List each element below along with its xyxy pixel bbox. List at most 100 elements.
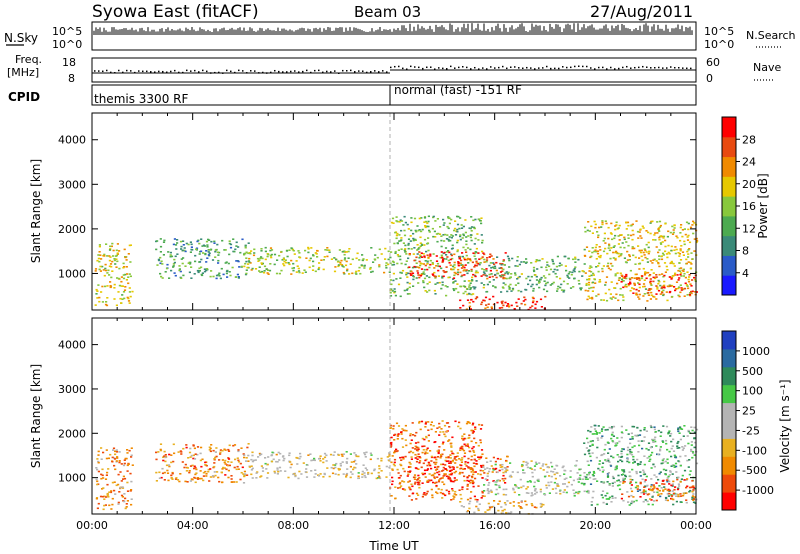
- heatmap-cell: [277, 470, 280, 473]
- heatmap-cell: [495, 481, 498, 483]
- heatmap-cell: [444, 464, 447, 466]
- heatmap-cell: [105, 243, 108, 245]
- heatmap-cell: [638, 231, 641, 233]
- heatmap-cell: [434, 236, 437, 238]
- heatmap-cell: [666, 499, 669, 502]
- heatmap-cell: [450, 480, 453, 483]
- heatmap-cell: [114, 450, 117, 453]
- nave-dot: [238, 69, 240, 72]
- heatmap-cell: [430, 479, 433, 482]
- heatmap-cell: [563, 289, 566, 292]
- heatmap-cell: [529, 467, 532, 469]
- x-tick-label: 00:00: [76, 519, 108, 532]
- heatmap-cell: [591, 440, 594, 442]
- heatmap-cell: [609, 257, 612, 260]
- heatmap-cell: [412, 476, 416, 479]
- heatmap-cell: [488, 468, 491, 470]
- heatmap-cell: [124, 273, 127, 276]
- heatmap-cell: [428, 266, 431, 269]
- heatmap-cell: [389, 424, 392, 427]
- heatmap-cell: [681, 269, 684, 272]
- heatmap-cell: [577, 491, 580, 493]
- heatmap-cell: [609, 465, 613, 467]
- heatmap-cell: [660, 431, 663, 434]
- heatmap-cell: [471, 475, 474, 478]
- heatmap-cell: [661, 440, 664, 442]
- heatmap-cell: [671, 225, 674, 228]
- heatmap-cell: [655, 298, 658, 300]
- heatmap-cell: [450, 473, 453, 476]
- heatmap-cell: [550, 481, 553, 483]
- heatmap-cell: [504, 272, 507, 275]
- heatmap-cell: [480, 466, 483, 468]
- heatmap-cell: [172, 460, 175, 463]
- heatmap-cell: [113, 259, 116, 262]
- heatmap-cell: [405, 429, 408, 432]
- heatmap-cell: [357, 270, 360, 272]
- heatmap-cell: [399, 481, 402, 484]
- heatmap-cell: [291, 248, 294, 251]
- heatmap-cell: [430, 455, 433, 458]
- heatmap-cell: [511, 471, 514, 473]
- heatmap-cell: [216, 243, 219, 246]
- heatmap-cell: [180, 248, 183, 250]
- heatmap-cell: [417, 474, 420, 477]
- heatmap-cell: [443, 473, 446, 475]
- heatmap-cell: [525, 461, 528, 463]
- heatmap-cell: [665, 497, 668, 499]
- heatmap-cell: [516, 256, 519, 258]
- heatmap-cell: [192, 444, 195, 446]
- heatmap-cell: [462, 246, 465, 249]
- heatmap-cell: [691, 480, 694, 482]
- heatmap-cell: [162, 254, 165, 256]
- heatmap-cell: [614, 259, 617, 261]
- heatmap-cell: [531, 296, 534, 299]
- heatmap-cell: [658, 230, 661, 232]
- heatmap-cell: [389, 426, 392, 429]
- heatmap-cell: [650, 426, 653, 429]
- y-tick-label: 2000: [58, 427, 86, 440]
- x-tick-label: 04:00: [177, 519, 209, 532]
- heatmap-cell: [179, 450, 182, 452]
- heatmap-cell: [408, 282, 411, 285]
- heatmap-cell: [589, 476, 592, 479]
- heatmap-cell: [599, 249, 602, 251]
- heatmap-cell: [638, 489, 642, 491]
- heatmap-cell: [448, 426, 451, 428]
- noise-left-tick-bottom: 10^0: [52, 38, 82, 51]
- heatmap-cell: [614, 273, 617, 275]
- heatmap-cell: [449, 457, 452, 459]
- heatmap-cell: [598, 469, 602, 472]
- heatmap-cell: [404, 263, 407, 266]
- heatmap-cell: [584, 478, 587, 480]
- heatmap-cell: [314, 252, 317, 254]
- heatmap-cell: [511, 288, 515, 291]
- heatmap-cell: [437, 275, 440, 277]
- heatmap-cell: [502, 260, 505, 262]
- heatmap-cell: [97, 460, 100, 463]
- heatmap-cell: [420, 230, 423, 233]
- heatmap-cell: [627, 501, 630, 503]
- heatmap-cell: [405, 444, 408, 447]
- heatmap-cell: [690, 285, 693, 287]
- heatmap-cell: [255, 472, 258, 474]
- heatmap-cell: [118, 267, 121, 270]
- heatmap-cell: [501, 478, 504, 480]
- heatmap-cell: [128, 449, 131, 452]
- nave-dot: [410, 65, 412, 68]
- heatmap-cell: [419, 456, 422, 459]
- heatmap-cell: [671, 233, 675, 235]
- heatmap-cell: [583, 442, 586, 444]
- heatmap-cell: [400, 433, 403, 435]
- heatmap-cell: [667, 285, 670, 288]
- heatmap-cell: [129, 295, 132, 298]
- heatmap-cell: [316, 250, 319, 252]
- heatmap-cell: [632, 425, 636, 428]
- heatmap-cell: [224, 262, 227, 264]
- heatmap-cell: [213, 462, 216, 464]
- heatmap-cell: [473, 471, 476, 473]
- heatmap-cell: [678, 253, 681, 255]
- nave-dot: [390, 66, 392, 69]
- heatmap-cell: [628, 259, 631, 261]
